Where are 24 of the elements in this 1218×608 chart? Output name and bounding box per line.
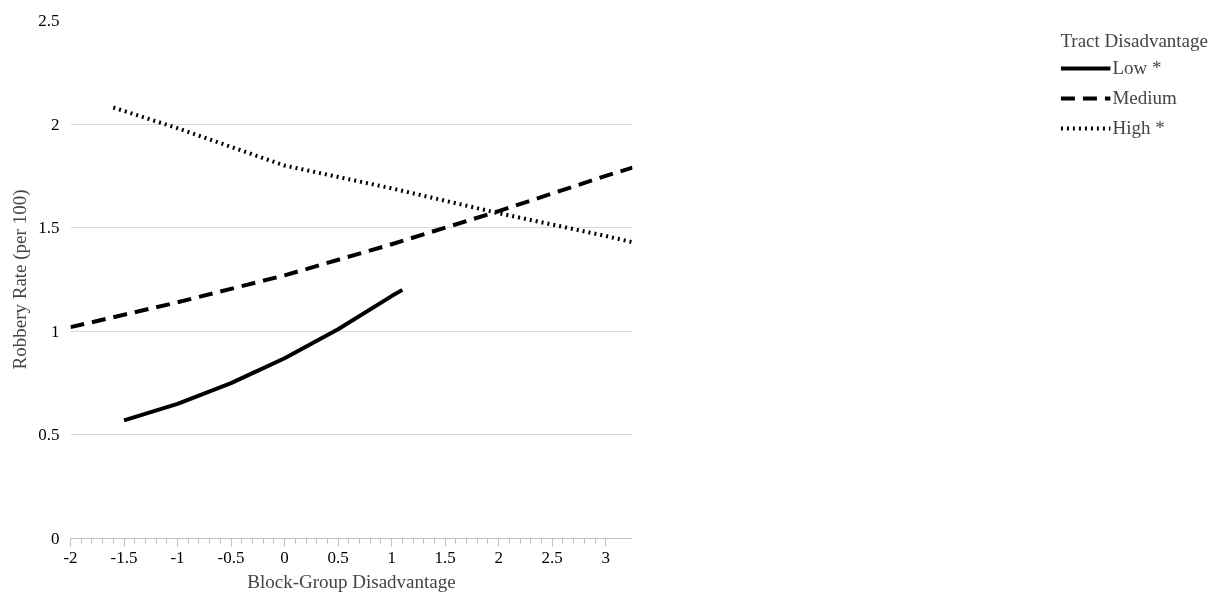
legend-label: High * [1112, 117, 1165, 139]
x-tick-label: 0 [280, 547, 289, 567]
x-tick-label: 1 [387, 547, 396, 567]
line-series [122, 287, 405, 423]
x-tick-label: -2 [63, 547, 78, 567]
legend-label: Low * [1112, 57, 1162, 79]
x-tick-label: 0.5 [327, 547, 349, 567]
legend-title: Tract Disadvantage [1060, 30, 1208, 52]
x-tick-label: 2 [494, 547, 503, 567]
x-tick-label: 3 [601, 547, 610, 567]
y-tick-label: 1 [51, 321, 60, 341]
y-tick-label: 0 [51, 529, 60, 548]
y-axis-title: Robbery Rate (per 100) [9, 189, 32, 370]
y-tick-label: 2.5 [38, 11, 60, 30]
x-tick-label: 1.5 [434, 547, 456, 567]
y-tick-label: 0.5 [38, 425, 60, 445]
y-tick-label: 2 [51, 114, 60, 134]
x-tick-label: -1 [170, 547, 185, 567]
x-tick-label: 2.5 [541, 547, 563, 567]
x-tick-label: -1.5 [110, 547, 138, 567]
x-axis-title: Block-Group Disadvantage [247, 570, 456, 592]
legend-label: Medium [1112, 87, 1177, 109]
y-tick-label: 1.5 [38, 218, 60, 238]
x-tick-label: -0.5 [217, 547, 245, 567]
